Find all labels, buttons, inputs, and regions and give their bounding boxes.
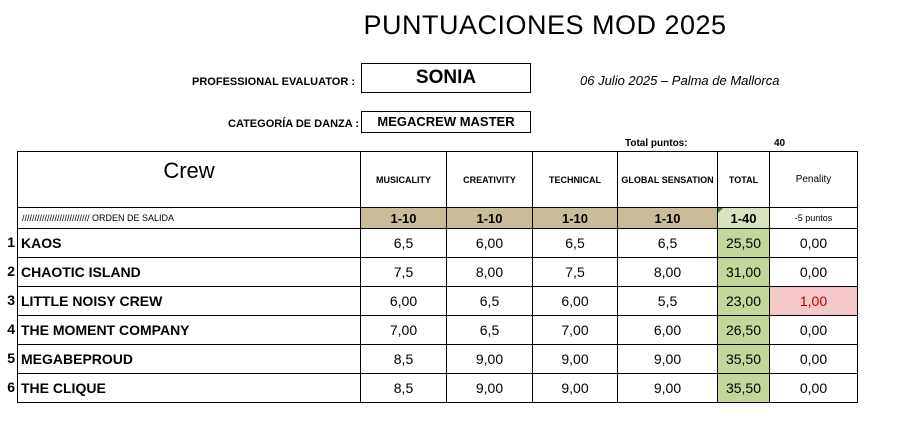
- penality-score: 0,00: [769, 228, 858, 258]
- score-table: Crew MUSICALITY CREATIVITY TECHNICAL GLO…: [17, 151, 858, 403]
- table-row: KAOS 6,5 6,00 6,5 6,5 25,50 0,00: [17, 228, 858, 258]
- col-total: TOTAL: [717, 151, 770, 208]
- global-score: 6,5: [617, 228, 718, 258]
- total-points-value: 40: [774, 138, 786, 149]
- col-musicality: MUSICALITY: [360, 151, 447, 208]
- technical-score: 6,00: [532, 286, 618, 316]
- creativity-score: 8,00: [446, 257, 533, 287]
- col-creativity: CREATIVITY: [446, 151, 533, 208]
- crew-name: LITTLE NOISY CREW: [17, 286, 361, 316]
- range-technical: 1-10: [532, 207, 618, 229]
- technical-score: 7,5: [532, 257, 618, 287]
- global-score: 9,00: [617, 373, 718, 403]
- technical-score: 9,00: [532, 373, 618, 403]
- total-points-label: Total puntos:: [625, 138, 688, 149]
- table-row: MEGABEPROUD 8,5 9,00 9,00 9,00 35,50 0,00: [17, 344, 858, 374]
- creativity-score: 6,5: [446, 286, 533, 316]
- date-place: 06 Julio 2025 – Palma de Mallorca: [580, 73, 780, 88]
- global-score: 6,00: [617, 315, 718, 345]
- total-score: 35,50: [717, 344, 770, 374]
- table-row: CHAOTIC ISLAND 7,5 8,00 7,5 8,00 31,00 0,00: [17, 257, 858, 287]
- range-global: 1-10: [617, 207, 718, 229]
- penality-score: 0,00: [769, 344, 858, 374]
- row-number: 6: [7, 379, 15, 395]
- total-score: 35,50: [717, 373, 770, 403]
- range-total: 1-40: [717, 207, 770, 229]
- table-row: THE MOMENT COMPANY 7,00 6,5 7,00 6,00 26,50 0,…: [17, 315, 858, 345]
- range-penality: -5 puntos: [769, 207, 858, 229]
- creativity-score: 6,00: [446, 228, 533, 258]
- col-penality: Penality: [769, 151, 858, 208]
- range-total-text: 1-40: [730, 210, 757, 226]
- range-musicality: 1-10: [360, 207, 447, 229]
- range-creativity: 1-10: [446, 207, 533, 229]
- table-row: THE CLIQUE 8,5 9,00 9,00 9,00 35,50 0,00: [17, 373, 858, 403]
- col-global-sensation: GLOBAL SENSATION: [617, 151, 718, 208]
- global-score: 5,5: [617, 286, 718, 316]
- crew-name: CHAOTIC ISLAND: [17, 257, 361, 287]
- crew-header: Crew: [17, 151, 361, 208]
- crew-name: MEGABEPROUD: [17, 344, 361, 374]
- musicality-score: 8,5: [360, 344, 447, 374]
- crew-name: THE MOMENT COMPANY: [17, 315, 361, 345]
- row-number: 2: [7, 263, 15, 279]
- musicality-score: 7,00: [360, 315, 447, 345]
- range-row: /////////////////////////// ORDEN DE SAL…: [17, 207, 858, 229]
- penality-score: 1,00: [769, 286, 858, 316]
- row-number: 1: [7, 234, 15, 250]
- row-number: 4: [7, 321, 15, 337]
- evaluator-value: SONIA: [361, 63, 531, 93]
- creativity-score: 6,5: [446, 315, 533, 345]
- creativity-score: 9,00: [446, 373, 533, 403]
- technical-score: 7,00: [532, 315, 618, 345]
- penality-score: 0,00: [769, 373, 858, 403]
- total-score: 25,50: [717, 228, 770, 258]
- total-score: 23,00: [717, 286, 770, 316]
- penality-score: 0,00: [769, 257, 858, 287]
- cell-comment-marker: [718, 208, 723, 213]
- total-score: 31,00: [717, 257, 770, 287]
- technical-score: 9,00: [532, 344, 618, 374]
- category-value: MEGACREW MASTER: [361, 111, 531, 133]
- category-label: CATEGORÍA DE DANZA :: [228, 118, 359, 130]
- header-row: Crew MUSICALITY CREATIVITY TECHNICAL GLO…: [17, 151, 858, 208]
- technical-score: 6,5: [532, 228, 618, 258]
- musicality-score: 8,5: [360, 373, 447, 403]
- penality-score: 0,00: [769, 315, 858, 345]
- musicality-score: 6,5: [360, 228, 447, 258]
- global-score: 8,00: [617, 257, 718, 287]
- musicality-score: 6,00: [360, 286, 447, 316]
- row-number: 3: [7, 292, 15, 308]
- crew-name: KAOS: [17, 228, 361, 258]
- table-row: LITTLE NOISY CREW 6,00 6,5 6,00 5,5 23,00 1,00: [17, 286, 858, 316]
- row-number: 5: [7, 350, 15, 366]
- total-score: 26,50: [717, 315, 770, 345]
- musicality-score: 7,5: [360, 257, 447, 287]
- creativity-score: 9,00: [446, 344, 533, 374]
- evaluator-label: PROFESSIONAL EVALUATOR :: [192, 76, 355, 88]
- global-score: 9,00: [617, 344, 718, 374]
- crew-name: THE CLIQUE: [17, 373, 361, 403]
- order-label: /////////////////////////// ORDEN DE SAL…: [17, 207, 361, 229]
- page-title: PUNTUACIONES MOD 2025: [363, 10, 727, 40]
- col-technical: TECHNICAL: [532, 151, 618, 208]
